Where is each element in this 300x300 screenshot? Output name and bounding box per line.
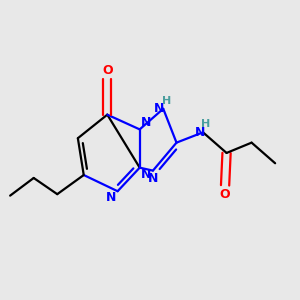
Text: N: N bbox=[154, 102, 164, 115]
Text: N: N bbox=[148, 172, 158, 185]
Text: O: O bbox=[220, 188, 230, 201]
Text: N: N bbox=[141, 168, 152, 181]
Text: O: O bbox=[102, 64, 112, 77]
Text: N: N bbox=[141, 116, 152, 129]
Text: N: N bbox=[195, 126, 205, 139]
Text: H: H bbox=[162, 95, 171, 106]
Text: N: N bbox=[106, 191, 116, 204]
Text: H: H bbox=[201, 119, 211, 129]
